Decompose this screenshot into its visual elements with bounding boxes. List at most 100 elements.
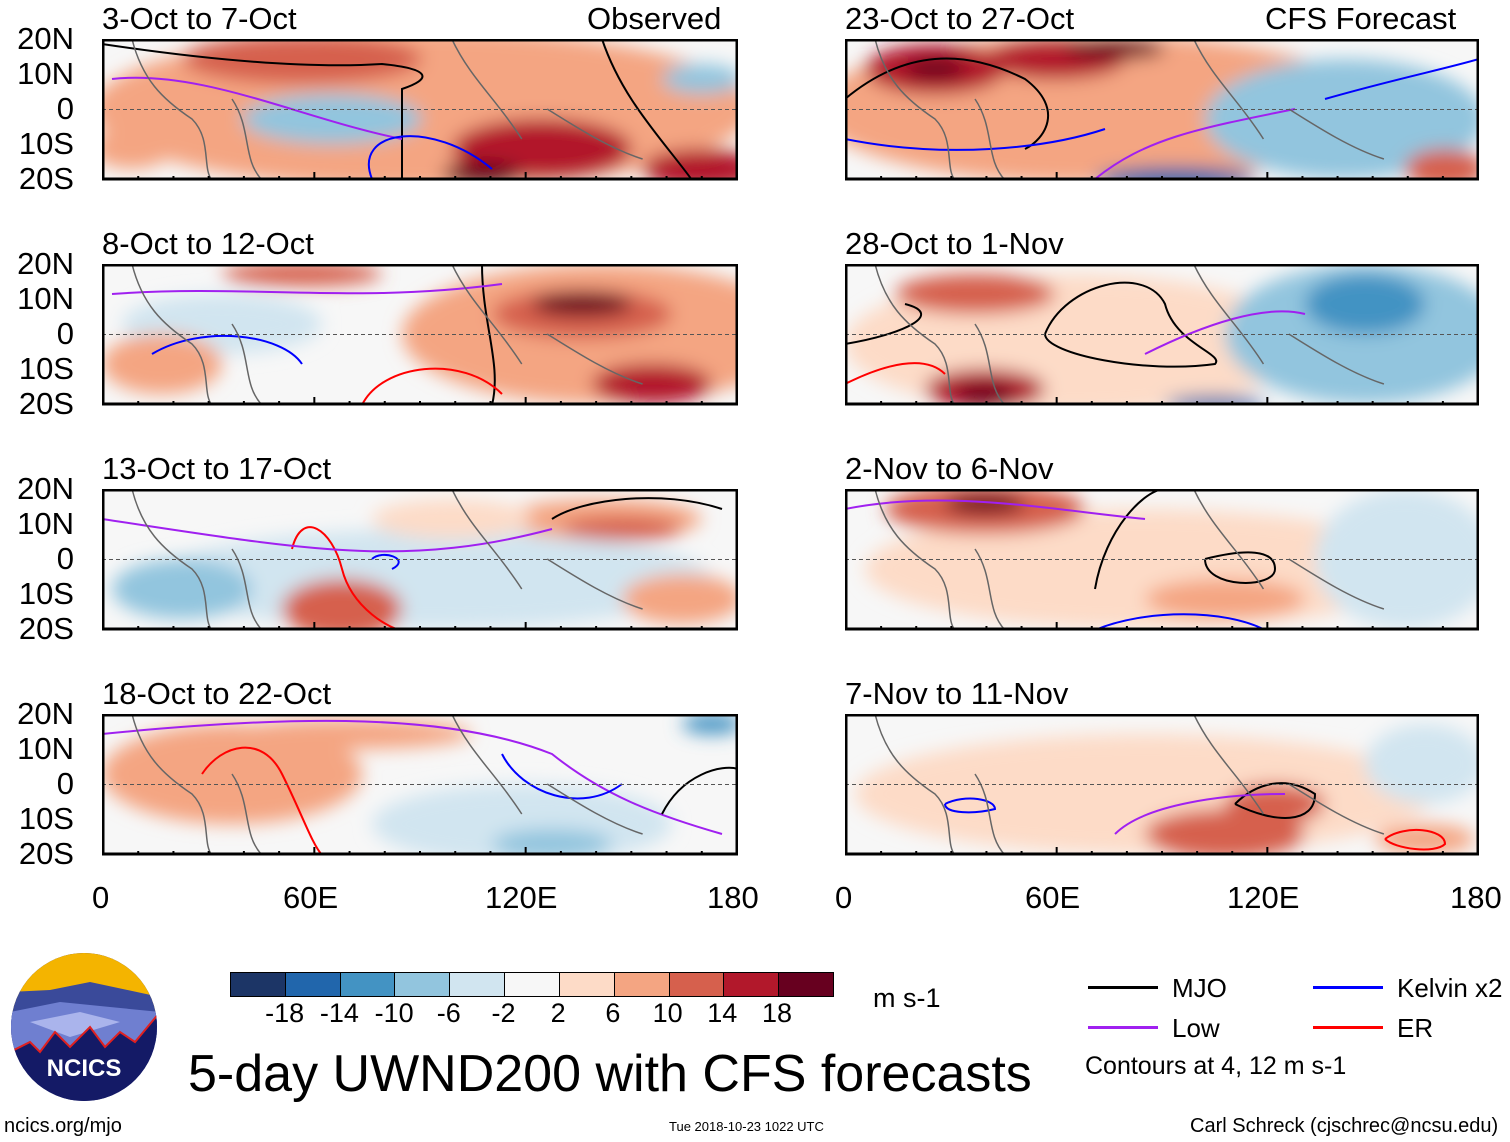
- wind-anomaly-shading: [592, 364, 712, 404]
- wave-contour: [371, 553, 400, 570]
- colorbar-label: -14: [319, 998, 359, 1028]
- lon-label: 0: [92, 880, 110, 915]
- wind-anomaly-shading: [1315, 489, 1479, 629]
- colorbar-label: -2: [491, 998, 516, 1028]
- coastline: [131, 714, 643, 855]
- legend-line: [1088, 986, 1158, 989]
- wind-anomaly-shading: [955, 384, 1015, 404]
- wave-contour: [368, 135, 493, 180]
- wave-contour: [944, 797, 997, 814]
- wave-contour: [102, 43, 424, 179]
- colorbar-swatch: [558, 973, 614, 996]
- wind-anomaly-shading: [905, 59, 965, 79]
- map-panel: [102, 714, 738, 856]
- wave-contour: [1094, 613, 1266, 630]
- lat-label: 20S: [18, 161, 74, 196]
- wave-contour: [1234, 782, 1317, 819]
- wind-anomaly-shading: [1405, 149, 1479, 180]
- wave-contour: [845, 362, 946, 385]
- wind-anomaly-shading: [1145, 579, 1305, 619]
- coastline: [874, 39, 1385, 180]
- panel-title: 23-Oct to 27-Oct: [845, 1, 1075, 36]
- lat-label: 10S: [18, 801, 74, 836]
- panel-title: 28-Oct to 1-Nov: [845, 226, 1064, 261]
- lat-label: 20S: [18, 611, 74, 646]
- wind-anomaly-shading: [1365, 724, 1479, 804]
- wind-anomaly-shading: [682, 714, 738, 734]
- colorbar-label: -10: [374, 998, 414, 1028]
- lon-label: 60E: [283, 880, 339, 915]
- lon-label: 60E: [1025, 880, 1081, 915]
- lat-label: 10S: [18, 126, 74, 161]
- coastline: [874, 714, 1385, 855]
- lat-label: 0: [56, 766, 74, 801]
- colorbar-units: m s-1: [873, 983, 941, 1013]
- wind-anomaly-shading: [895, 274, 1055, 314]
- wind-anomaly-shading: [232, 719, 472, 749]
- legend-line: [1313, 1026, 1383, 1029]
- wind-anomaly-shading: [372, 499, 532, 539]
- map-panel: [845, 264, 1479, 406]
- map-panel: [845, 714, 1479, 856]
- wind-anomaly-shading: [102, 129, 172, 169]
- lat-label: 10N: [17, 56, 74, 91]
- panel-title: 13-Oct to 17-Oct: [102, 451, 332, 486]
- legend-line: [1313, 986, 1383, 989]
- lat-label: 20N: [17, 246, 74, 281]
- wave-contour: [601, 39, 693, 180]
- wind-anomaly-shading: [622, 574, 738, 624]
- wave-contour: [1094, 108, 1296, 180]
- panel-title: 3-Oct to 7-Oct: [102, 1, 297, 36]
- lat-label: 0: [56, 316, 74, 351]
- wind-anomaly-shading: [242, 94, 422, 144]
- colorbar-swatch: [723, 973, 779, 996]
- lat-label: 20S: [18, 836, 74, 871]
- colorbar-label: 18: [761, 998, 793, 1028]
- colorbar-label: -18: [265, 998, 305, 1028]
- wave-contour: [102, 518, 553, 553]
- lat-label: 10N: [17, 506, 74, 541]
- colorbar-swatch: [449, 973, 505, 996]
- footer-url[interactable]: ncics.org/mjo: [4, 1115, 122, 1137]
- panel-title: 2-Nov to 6-Nov: [845, 451, 1054, 486]
- wind-anomaly-shading: [492, 829, 612, 855]
- wave-contour: [1114, 793, 1286, 835]
- footer-timestamp: Tue 2018-10-23 1022 UTC: [669, 1119, 824, 1134]
- wave-contour: [551, 497, 723, 520]
- wave-contour: [1044, 281, 1218, 368]
- legend-label: MJO: [1172, 973, 1227, 1003]
- colorbar-label: 14: [707, 998, 738, 1028]
- colorbar-swatch: [231, 973, 285, 996]
- lon-label: 120E: [1227, 880, 1300, 915]
- wave-contour: [291, 526, 403, 630]
- colorbar-label: -6: [436, 998, 461, 1028]
- colorbar-label: 2: [550, 998, 566, 1028]
- panel-title: 8-Oct to 12-Oct: [102, 226, 314, 261]
- lat-label: 0: [56, 91, 74, 126]
- map-panel: [845, 39, 1479, 181]
- coastline: [131, 39, 643, 180]
- map-panel: [102, 39, 738, 181]
- wave-contour: [1144, 310, 1306, 355]
- wave-contour: [845, 499, 1146, 520]
- wave-contour: [111, 283, 503, 295]
- figure-title: 5-day UWND200 with CFS forecasts: [188, 1045, 1032, 1103]
- ncics-logo: NCICS: [11, 953, 157, 1101]
- lat-label: 10N: [17, 281, 74, 316]
- wind-anomaly-shading: [182, 39, 422, 84]
- colorbar-swatch: [394, 973, 450, 996]
- wind-anomaly-shading: [945, 494, 1025, 514]
- coastline: [131, 264, 643, 405]
- lat-label: 20S: [18, 386, 74, 421]
- wind-anomaly-shading: [282, 579, 402, 630]
- wave-contour: [845, 303, 922, 345]
- lat-label: 0: [56, 541, 74, 576]
- wind-anomaly-shading: [1095, 167, 1255, 180]
- lat-label: 10S: [18, 576, 74, 611]
- wind-anomaly-shading: [855, 734, 1435, 854]
- observed-label: Observed: [587, 1, 722, 36]
- wind-anomaly-shading: [642, 149, 738, 180]
- lat-label: 20N: [17, 471, 74, 506]
- colorbar-swatch: [778, 973, 833, 996]
